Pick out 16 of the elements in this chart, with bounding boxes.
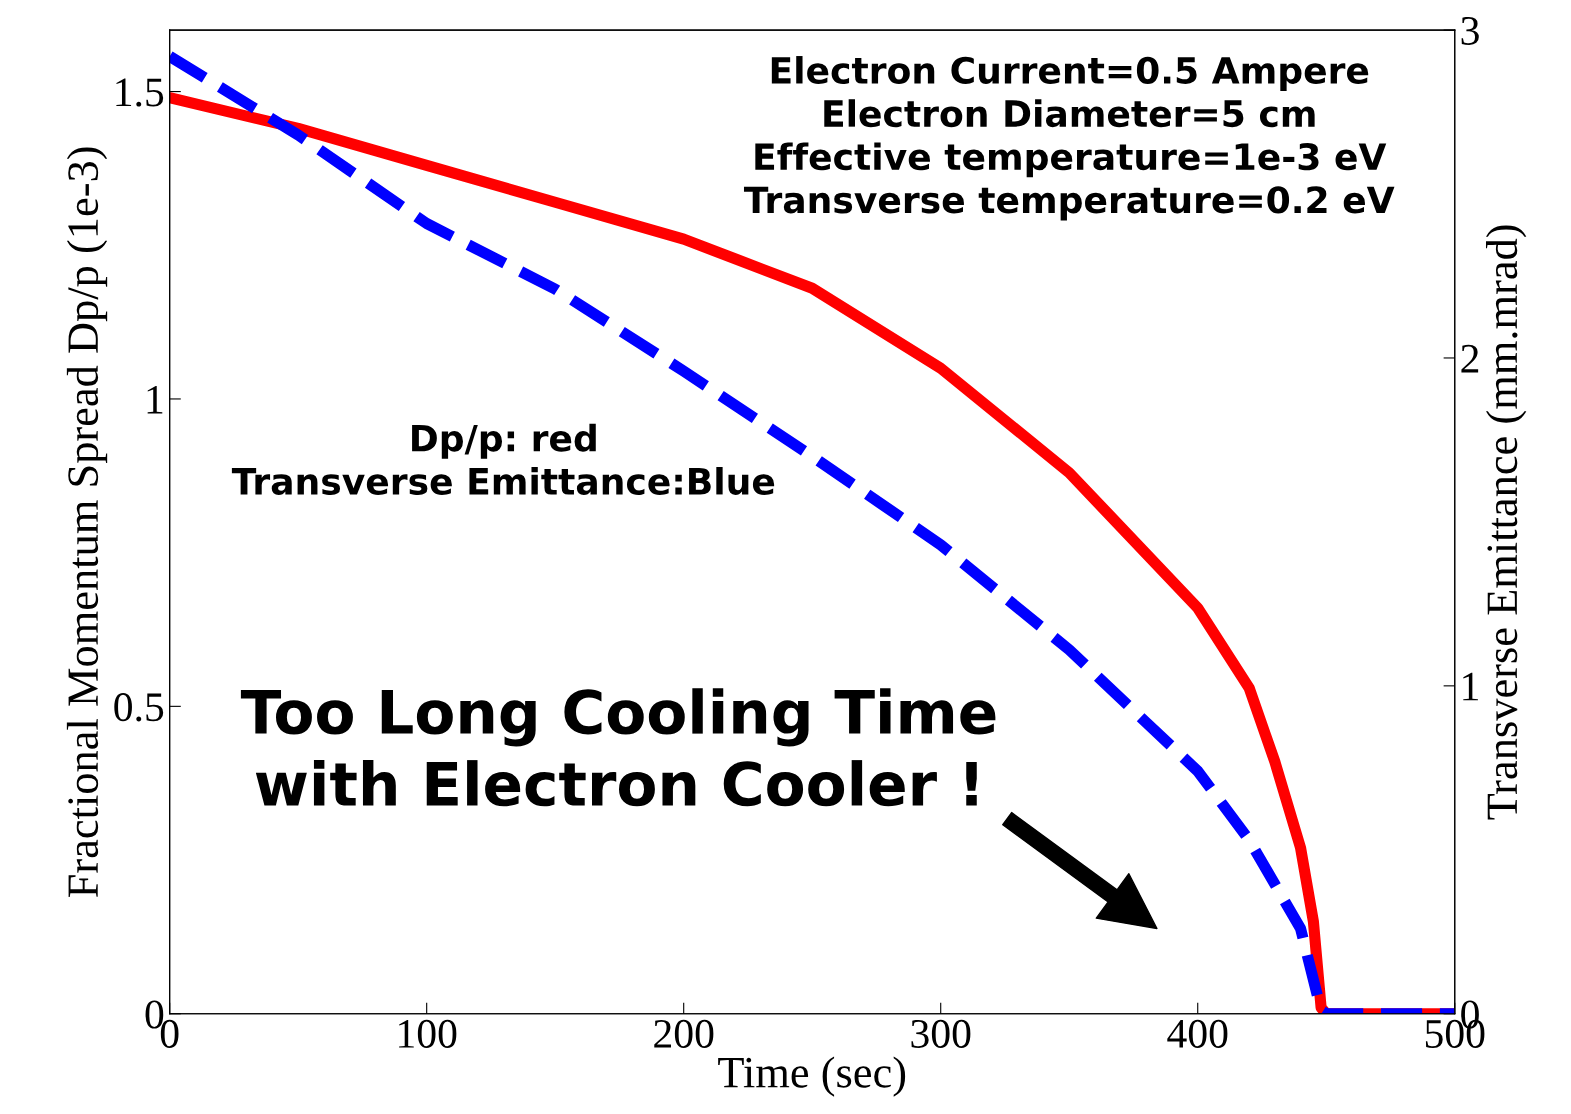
- y-tick-label: 0.5: [114, 693, 164, 722]
- annotation: Electron Current=0.5 Ampere Electron Diameter=5 cm Effective temperature=1e-3 eV Transverse temperature=0.2 eV: [743, 56, 1395, 221]
- x-axis-title: Time (sec): [718, 1056, 906, 1097]
- y2-tick-label: 2: [1461, 344, 1479, 373]
- x-tick-label: 400: [1167, 1019, 1228, 1048]
- annotation: Too Long Cooling Time with Electron Cooler !: [240, 688, 996, 807]
- y2-tick-label: 3: [1461, 16, 1479, 45]
- x-tick-label: 300: [911, 1019, 971, 1048]
- y2-tick-label: 1: [1463, 672, 1478, 701]
- x-tick-label: 100: [399, 1019, 457, 1048]
- y-tick-label: 1.5: [116, 78, 164, 107]
- y-axis-title: Fractional Momentum Spread Dp/p (1e-3): [66, 147, 108, 898]
- y-tick-label: 1: [147, 385, 163, 414]
- y2-axis-title: Transverse Emittance (mm.mrad): [1486, 225, 1527, 820]
- x-tick-label: 200: [654, 1019, 714, 1048]
- annotation: Dp/p: red Transverse Emittance:Blue: [231, 423, 775, 495]
